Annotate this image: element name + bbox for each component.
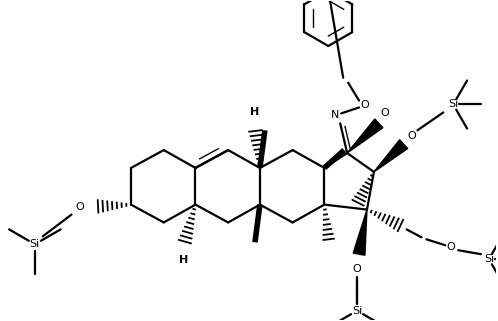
Text: O: O [75,202,84,212]
Text: H: H [179,255,188,265]
Polygon shape [374,140,408,172]
Text: Si: Si [352,306,362,316]
Text: O: O [353,264,362,274]
Text: N: N [331,110,340,120]
Text: H: H [250,108,259,117]
Text: Si: Si [448,100,458,109]
Text: O: O [407,131,416,141]
Text: O: O [447,242,456,252]
Polygon shape [353,210,367,255]
Text: O: O [361,100,370,110]
Polygon shape [347,119,383,153]
Text: Si: Si [484,254,494,264]
Text: Si: Si [30,239,40,249]
Text: O: O [380,108,389,118]
